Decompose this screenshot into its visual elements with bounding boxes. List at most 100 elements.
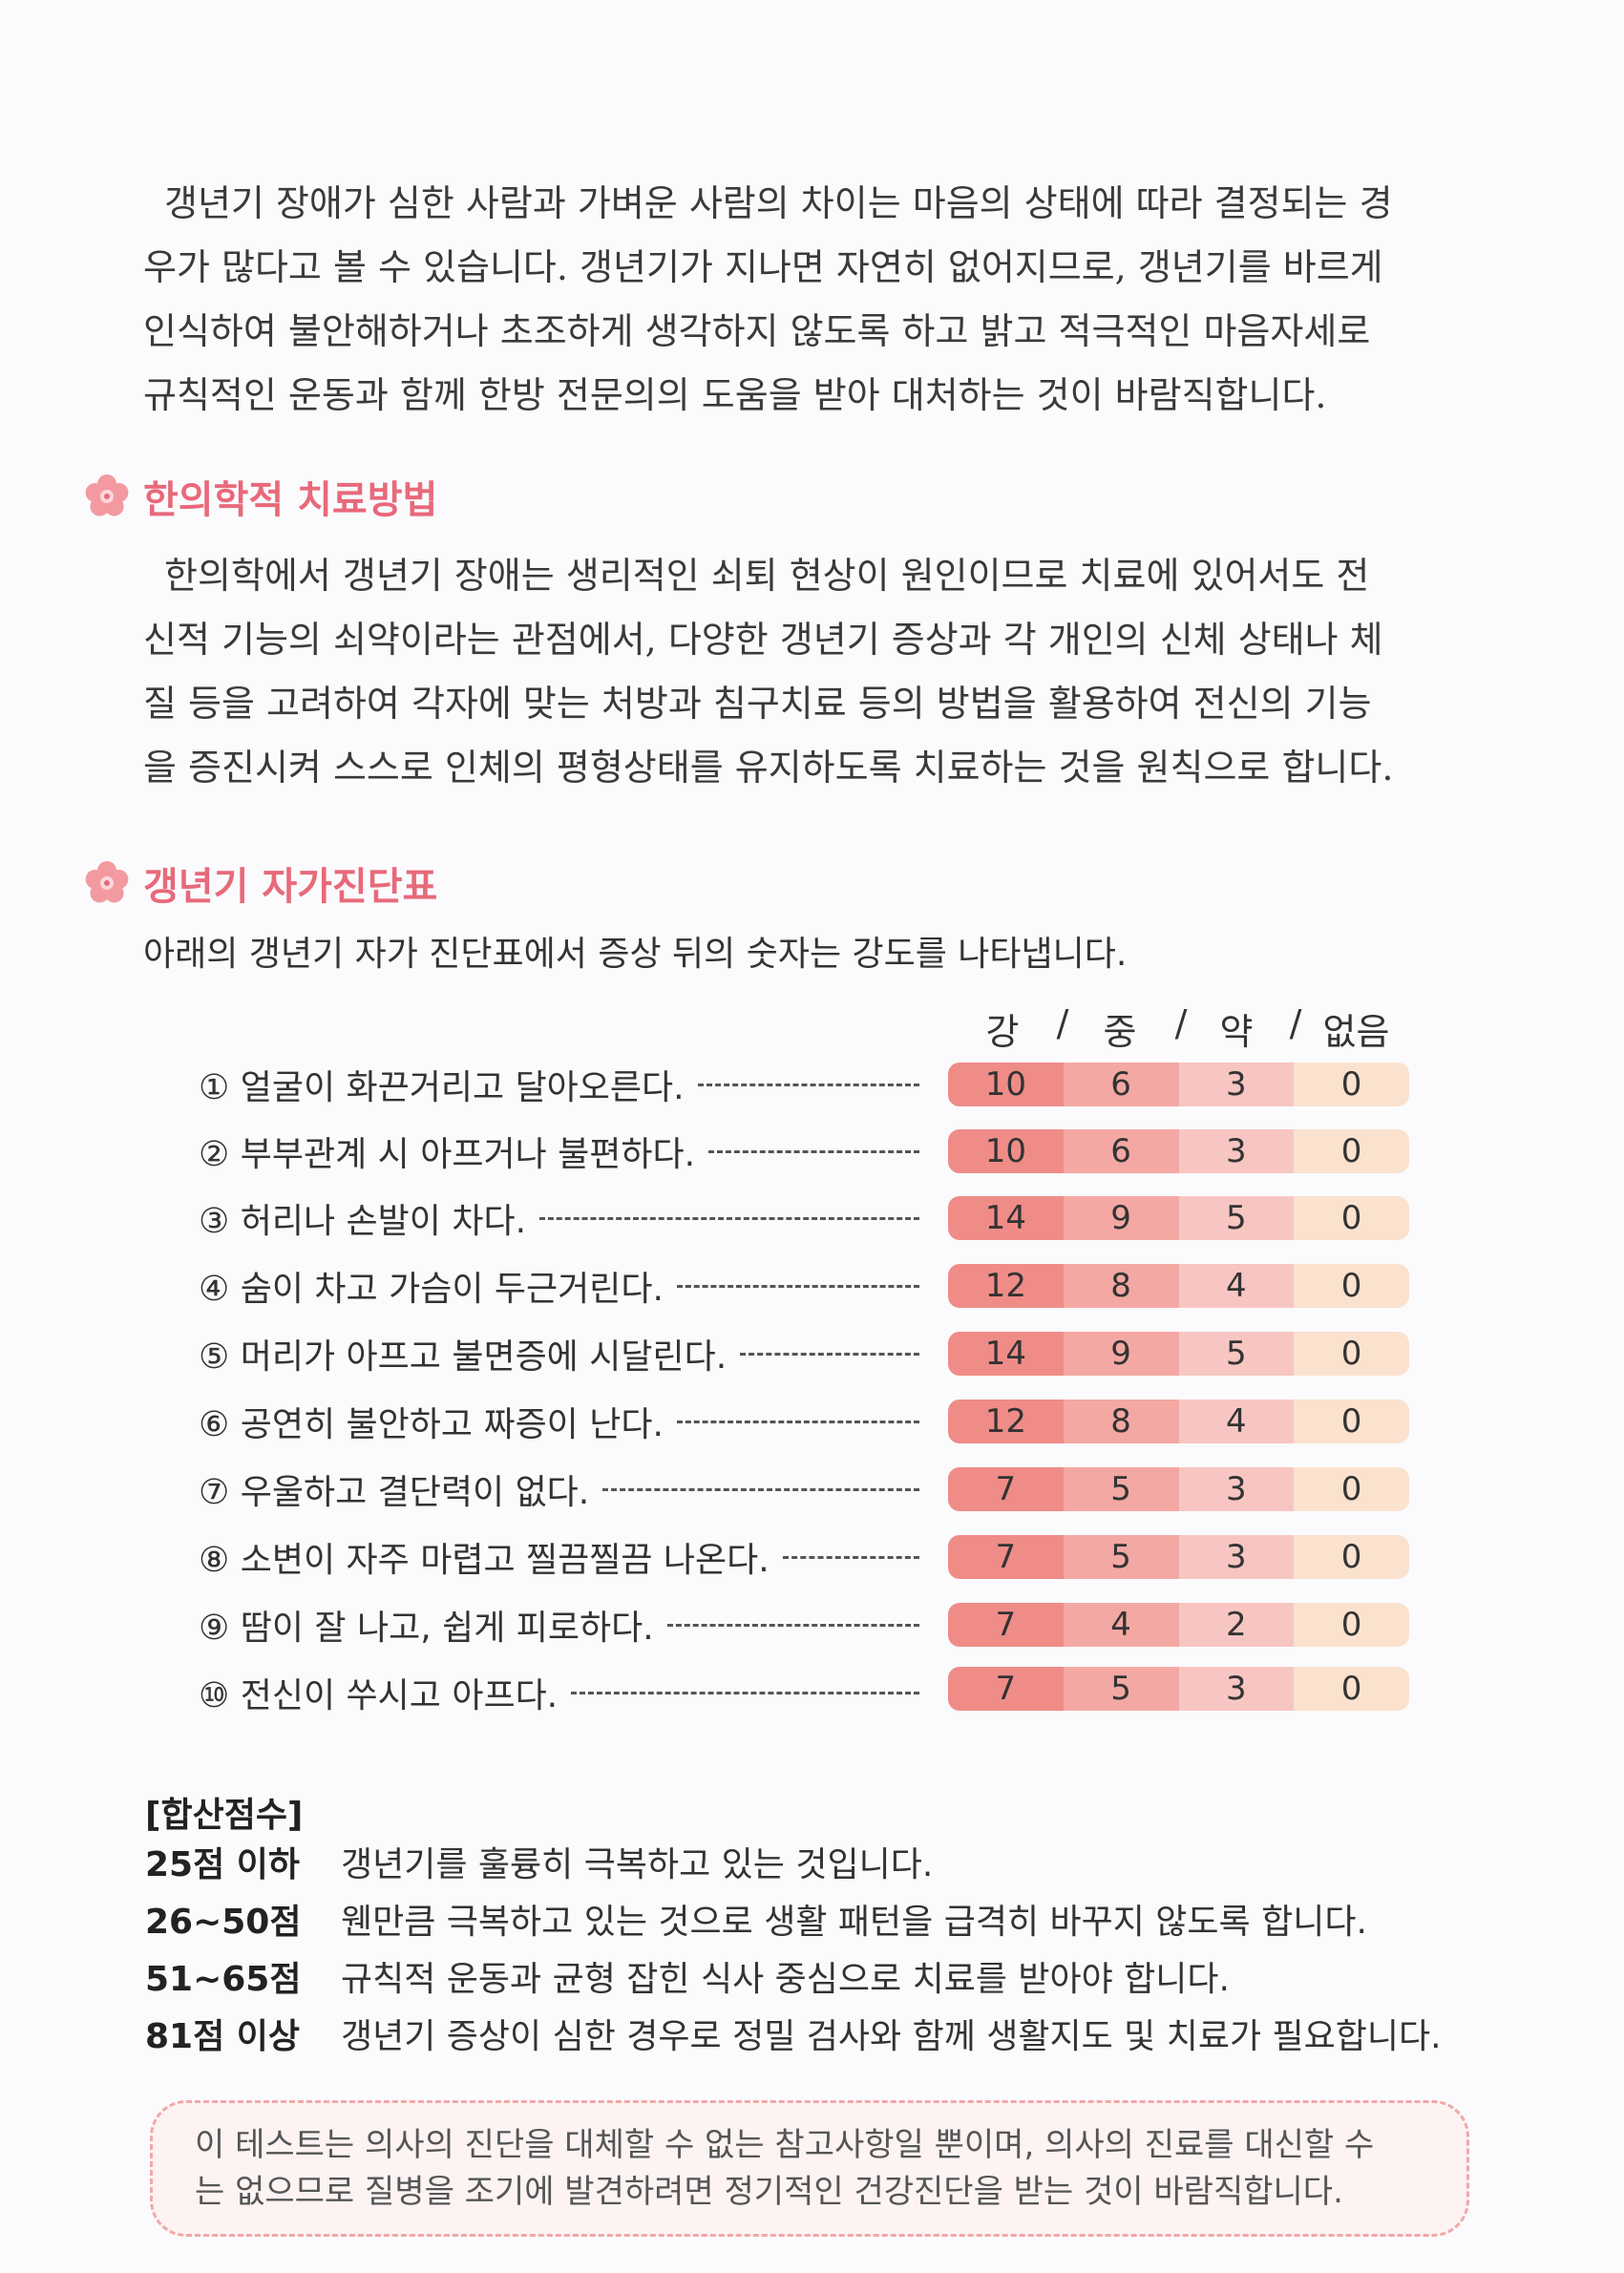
symptom-label: ⑩ 전신이 쑤시고 아프다. [199,1676,559,1715]
summary-desc: 갱년기 증상이 심한 경우로 정밀 검사와 함께 생활지도 및 치료가 필요합니… [341,2017,1442,2056]
symptom-label-row: ① 얼굴이 화끈거리고 달아오른다. [199,1060,919,1109]
score-weak: 3 [1178,1129,1295,1173]
summary-range: 25점 이하 [145,1845,300,1884]
symptom-label-row: ⑨ 땀이 잘 나고, 쉽게 피로하다. [199,1600,919,1650]
summary-desc: 갱년기를 훌륭히 극복하고 있는 것입니다. [341,1845,934,1884]
symptom-label-row: ⑥ 공연히 불안하고 짜증이 난다. [199,1397,919,1446]
score-medium: 8 [1063,1400,1179,1443]
symptom-label-row: ⑩ 전신이 쑤시고 아프다. [199,1668,919,1717]
score-strong: 7 [948,1603,1064,1647]
treatment-line: 한의학에서 갱년기 장애는 생리적인 쇠퇴 현상이 원인이므로 치료에 있어서도… [164,555,1370,597]
score-row: 10 6 3 0 [948,1063,1409,1106]
score-weak: 3 [1178,1063,1295,1106]
score-medium: 5 [1063,1467,1179,1511]
disclaimer-line: 는 없으므로 질병을 조기에 발견하려면 정기적인 건강진단을 받는 것이 바람… [195,2173,1343,2211]
dashed-leader [740,1352,919,1356]
treatment-line: 신적 기능의 쇠약이라는 관점에서, 다양한 갱년기 증상과 각 개인의 신체 … [143,619,1383,661]
dashed-leader [676,1420,919,1423]
disclaimer-line: 이 테스트는 의사의 진단을 대체할 수 없는 참고사항일 뿐이며, 의사의 진… [195,2126,1375,2164]
score-medium: 9 [1063,1332,1179,1376]
score-row: 14 9 5 0 [948,1332,1409,1376]
score-none: 0 [1294,1264,1409,1308]
col-head-sep: / [1056,1002,1069,1044]
intro-line: 우가 많다고 볼 수 있습니다. 갱년기가 지나면 자연히 없어지므로, 갱년기… [143,246,1383,288]
score-medium: 6 [1063,1129,1179,1173]
table-intro: 아래의 갱년기 자가 진단표에서 증상 뒤의 숫자는 강도를 나타냅니다. [143,935,1128,974]
symptom-label: ⑨ 땀이 잘 나고, 쉽게 피로하다. [199,1609,654,1648]
symptom-label: ② 부부관계 시 아프거나 불편하다. [199,1135,696,1174]
disclaimer-box: 이 테스트는 의사의 진단을 대체할 수 없는 참고사항일 뿐이며, 의사의 진… [150,2100,1469,2237]
score-none: 0 [1294,1603,1409,1647]
score-row: 14 9 5 0 [948,1196,1409,1240]
score-medium: 9 [1063,1196,1179,1240]
symptom-label: ⑧ 소변이 자주 마렵고 찔끔찔끔 나온다. [199,1541,770,1580]
treatment-paragraph: 한의학에서 갱년기 장애는 생리적인 쇠퇴 현상이 원인이므로 치료에 있어서도… [143,544,1480,800]
score-medium: 5 [1063,1535,1179,1579]
score-strong: 10 [948,1063,1064,1106]
summary-range: 26~50점 [145,1903,302,1942]
symptom-label: ⑥ 공연히 불안하고 짜증이 난다. [199,1405,664,1444]
intro-line: 갱년기 장애가 심한 사람과 가벼운 사람의 차이는 마음의 상태에 따라 결정… [164,182,1393,224]
col-head-sep: / [1289,1002,1302,1044]
dashed-leader [571,1691,919,1694]
score-medium: 5 [1063,1667,1179,1711]
symptom-label-row: ③ 허리나 손발이 차다. [199,1193,919,1243]
summary-row: 26~50점 웬만큼 극복하고 있는 것으로 생활 패턴을 급격히 바꾸지 않도록… [145,1892,1367,1946]
summary-range: 51~65점 [145,1960,302,1999]
summary-row: 51~65점 규칙적 운동과 균형 잡힌 식사 중심으로 치료를 받아야 합니다. [145,1949,1230,2003]
section-title: 갱년기 자가진단표 [143,865,438,909]
score-none: 0 [1294,1332,1409,1376]
score-strong: 14 [948,1332,1064,1376]
dashed-leader [782,1555,919,1559]
score-strong: 7 [948,1535,1064,1579]
intro-paragraph: 갱년기 장애가 심한 사람과 가벼운 사람의 차이는 마음의 상태에 따라 결정… [143,172,1480,428]
symptom-label-row: ⑧ 소변이 자주 마렵고 찔끔찔끔 나온다. [199,1532,919,1582]
symptom-label: ④ 숨이 차고 가슴이 두근거린다. [199,1270,664,1309]
score-medium: 8 [1063,1264,1179,1308]
score-none: 0 [1294,1535,1409,1579]
dashed-leader [708,1149,919,1153]
symptom-label: ⑤ 머리가 아프고 불면증에 시달린다. [199,1337,728,1377]
score-none: 0 [1294,1129,1409,1173]
symptom-label: ① 얼굴이 화끈거리고 달아오른다. [199,1068,685,1107]
plum-blossom-icon [85,861,129,903]
symptom-label-row: ⑦ 우울하고 결단력이 없다. [199,1464,919,1514]
intro-line: 규칙적인 운동과 함께 한방 전문의의 도움을 받아 대처하는 것이 바람직합니… [143,374,1327,416]
plum-blossom-icon [85,474,129,516]
score-none: 0 [1294,1467,1409,1511]
score-none: 0 [1294,1400,1409,1443]
score-strong: 7 [948,1467,1064,1511]
score-weak: 4 [1178,1400,1295,1443]
summary-desc: 규칙적 운동과 균형 잡힌 식사 중심으로 치료를 받아야 합니다. [341,1960,1230,1999]
treatment-line: 질 등을 고려하여 각자에 맞는 처방과 침구치료 등의 방법을 활용하여 전신… [143,683,1372,725]
col-head-sep: / [1174,1002,1188,1044]
section-heading-self-diagnosis: 갱년기 자가진단표 [84,854,437,912]
col-head-medium: 중 [1103,1011,1137,1053]
score-row: 12 8 4 0 [948,1400,1409,1443]
symptom-label: ③ 허리나 손발이 차다. [199,1202,527,1241]
score-none: 0 [1294,1196,1409,1240]
score-strong: 10 [948,1129,1064,1173]
section-heading-treatment: 한의학적 치료방법 [84,468,437,525]
score-strong: 7 [948,1667,1064,1711]
col-head-strong: 강 [985,1011,1020,1053]
symptom-label-row: ② 부부관계 시 아프거나 불편하다. [199,1126,919,1176]
col-head-none: 없음 [1322,1011,1390,1053]
score-weak: 5 [1178,1196,1295,1240]
score-weak: 3 [1178,1667,1295,1711]
summary-row: 81점 이상 갱년기 증상이 심한 경우로 정밀 검사와 함께 생활지도 및 치료… [145,2007,1442,2060]
treatment-line: 을 증진시켜 스스로 인체의 평형상태를 유지하도록 치료하는 것을 원칙으로 … [143,747,1394,789]
symptom-label: ⑦ 우울하고 결단력이 없다. [199,1473,590,1512]
dashed-leader [539,1216,919,1220]
score-medium: 4 [1063,1603,1179,1647]
dashed-leader [676,1284,919,1288]
summary-desc: 웬만큼 극복하고 있는 것으로 생활 패턴을 급격히 바꾸지 않도록 합니다. [341,1903,1367,1942]
intro-line: 인식하여 불안해하거나 초조하게 생각하지 않도록 하고 밝고 적극적인 마음자… [143,310,1371,352]
score-strong: 12 [948,1264,1064,1308]
summary-title: [합산점수] [145,1796,304,1835]
score-none: 0 [1294,1063,1409,1106]
dashed-leader [666,1623,919,1627]
